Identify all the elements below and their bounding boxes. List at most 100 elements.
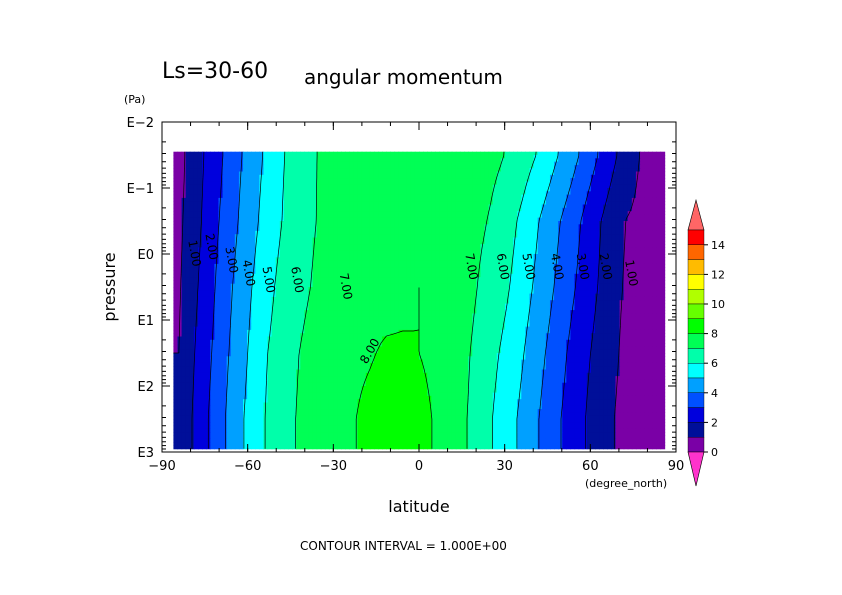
field-cell: [189, 280, 195, 285]
field-cell: [312, 151, 318, 156]
field-cell: [324, 188, 330, 192]
field-cell: [312, 174, 318, 179]
field-cell: [427, 250, 432, 255]
field-cell: [369, 263, 375, 268]
field-cell: [459, 237, 465, 242]
field-cell: [382, 214, 387, 219]
field-cell: [357, 151, 363, 156]
field-cell: [316, 267, 322, 272]
field-cell: [660, 197, 666, 202]
field-cell: [345, 211, 351, 215]
field-cell: [312, 188, 318, 192]
field-cell: [312, 260, 318, 265]
field-cell: [488, 171, 494, 176]
field-cell: [455, 181, 461, 186]
field-cell: [255, 273, 260, 278]
field-cell: [255, 184, 260, 189]
field-cell: [181, 280, 187, 285]
field-cell: [324, 151, 330, 156]
field-cell: [230, 283, 236, 288]
field-cell: [243, 217, 248, 222]
field-cell: [267, 260, 273, 265]
field-cell: [541, 178, 547, 182]
field-cell: [185, 283, 191, 288]
field-cell: [578, 280, 584, 285]
field-cell: [435, 287, 441, 291]
field-cell: [509, 237, 514, 242]
field-cell: [431, 178, 436, 182]
field-cell: [607, 227, 612, 232]
field-cell: [492, 273, 498, 278]
field-cell: [378, 178, 383, 182]
field-cell: [206, 184, 211, 189]
field-cell: [533, 273, 539, 278]
field-cell: [423, 155, 428, 159]
field-cell: [447, 260, 453, 265]
field-cell: [267, 155, 273, 159]
field-cell: [341, 201, 346, 206]
field-cell: [468, 158, 473, 163]
field-cell: [656, 273, 662, 278]
field-cell: [206, 194, 211, 199]
field-cell: [595, 234, 600, 239]
field-cell: [439, 227, 445, 232]
field-cell: [578, 247, 584, 252]
field-cell: [496, 164, 502, 169]
field-cell: [554, 227, 559, 232]
field-cell: [484, 168, 490, 173]
field-cell: [353, 237, 359, 242]
field-cell: [586, 240, 592, 245]
field-cell: [504, 263, 510, 268]
field-cell: [255, 168, 260, 173]
field-cell: [341, 211, 346, 215]
field-cell: [210, 247, 215, 252]
field-cell: [464, 184, 469, 189]
field-cell: [578, 194, 584, 199]
field-cell: [345, 221, 351, 225]
field-cell: [517, 250, 522, 255]
field-cell: [255, 254, 260, 258]
field-cell: [500, 204, 506, 209]
field-cell: [472, 221, 477, 225]
field-cell: [603, 267, 608, 272]
field-cell: [173, 155, 179, 159]
field-cell: [267, 247, 273, 252]
field-cell: [414, 240, 420, 245]
field-cell: [328, 270, 334, 275]
field-cell: [398, 240, 404, 245]
field-cell: [349, 164, 355, 169]
field-cell: [173, 204, 179, 209]
field-cell: [611, 273, 617, 278]
field-cell: [484, 197, 490, 202]
field-cell: [431, 194, 436, 199]
field-cell: [398, 161, 404, 166]
field-cell: [615, 168, 621, 173]
field-cell: [267, 184, 273, 189]
field-cell: [660, 227, 666, 232]
field-cell: [247, 181, 252, 186]
field-cell: [259, 207, 265, 212]
field-cell: [324, 194, 330, 199]
field-cell: [341, 221, 346, 225]
field-cell: [431, 214, 436, 219]
field-cell: [398, 237, 404, 242]
field-cell: [279, 240, 285, 245]
field-cell: [480, 260, 486, 265]
field-cell: [296, 224, 301, 229]
field-cell: [484, 158, 490, 163]
field-cell: [656, 214, 662, 219]
field-cell: [304, 204, 310, 209]
field-cell: [504, 227, 510, 232]
field-cell: [304, 260, 310, 265]
field-cell: [189, 188, 195, 192]
field-cell: [513, 224, 518, 229]
field-cell: [275, 191, 281, 196]
field-cell: [476, 214, 481, 219]
field-cell: [320, 174, 326, 179]
field-cell: [267, 151, 273, 156]
field-cell: [234, 211, 240, 215]
field-cell: [193, 211, 199, 215]
field-cell: [390, 227, 396, 232]
field-cell: [414, 247, 420, 252]
field-cell: [562, 178, 567, 182]
